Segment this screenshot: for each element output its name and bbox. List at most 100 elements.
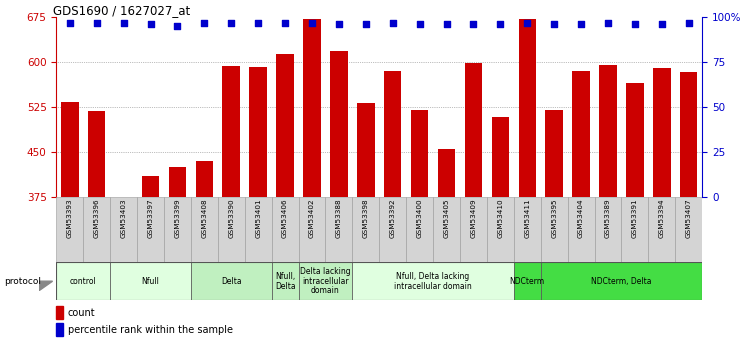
Text: Nfull: Nfull bbox=[142, 277, 159, 286]
Text: GSM53402: GSM53402 bbox=[309, 199, 315, 238]
Bar bbox=[595, 197, 622, 262]
Bar bbox=[438, 149, 455, 345]
Bar bbox=[357, 104, 375, 345]
Text: GDS1690 / 1627027_at: GDS1690 / 1627027_at bbox=[53, 4, 190, 17]
Point bbox=[118, 20, 130, 26]
Bar bbox=[675, 197, 702, 262]
Bar bbox=[622, 197, 648, 262]
Text: NDCterm, Delta: NDCterm, Delta bbox=[591, 277, 652, 286]
Bar bbox=[142, 176, 159, 345]
Text: GSM53400: GSM53400 bbox=[417, 199, 423, 238]
Text: percentile rank within the sample: percentile rank within the sample bbox=[68, 325, 233, 335]
Text: GSM53388: GSM53388 bbox=[336, 199, 342, 238]
Point bbox=[548, 22, 560, 27]
Text: GSM53401: GSM53401 bbox=[255, 199, 261, 238]
Bar bbox=[164, 197, 191, 262]
Bar bbox=[626, 83, 644, 345]
Point bbox=[225, 20, 237, 26]
Text: GSM53394: GSM53394 bbox=[659, 199, 665, 238]
Bar bbox=[195, 161, 213, 345]
Bar bbox=[680, 72, 698, 345]
Text: GSM53393: GSM53393 bbox=[67, 199, 73, 238]
Text: Nfull, Delta lacking
intracellular domain: Nfull, Delta lacking intracellular domai… bbox=[394, 272, 472, 290]
Bar bbox=[545, 110, 563, 345]
Bar bbox=[514, 262, 541, 300]
Bar bbox=[379, 197, 406, 262]
Point bbox=[575, 22, 587, 27]
Bar bbox=[433, 197, 460, 262]
Bar bbox=[568, 197, 595, 262]
Text: GSM53399: GSM53399 bbox=[174, 199, 180, 238]
Bar bbox=[648, 197, 675, 262]
Point bbox=[387, 20, 399, 26]
Point bbox=[441, 22, 453, 27]
Bar bbox=[303, 19, 321, 345]
Point bbox=[252, 20, 264, 26]
Bar bbox=[191, 197, 218, 262]
Text: GSM53397: GSM53397 bbox=[147, 199, 153, 238]
Bar bbox=[384, 71, 402, 345]
Text: Delta: Delta bbox=[221, 277, 242, 286]
Bar bbox=[299, 262, 352, 300]
Text: GSM53410: GSM53410 bbox=[497, 199, 503, 238]
Text: count: count bbox=[68, 308, 95, 317]
Bar bbox=[115, 197, 132, 345]
Bar bbox=[218, 197, 245, 262]
Bar bbox=[137, 197, 164, 262]
Bar bbox=[330, 51, 348, 345]
Text: Delta lacking
intracellular
domain: Delta lacking intracellular domain bbox=[300, 267, 351, 295]
Bar bbox=[272, 197, 299, 262]
Text: GSM53411: GSM53411 bbox=[524, 199, 530, 238]
Point bbox=[198, 20, 210, 26]
Text: GSM53392: GSM53392 bbox=[390, 199, 396, 238]
Bar bbox=[572, 71, 590, 345]
Bar bbox=[110, 197, 137, 262]
Point bbox=[683, 20, 695, 26]
Text: Nfull,
Delta: Nfull, Delta bbox=[275, 272, 295, 290]
Bar bbox=[299, 197, 325, 262]
Bar bbox=[56, 197, 83, 262]
Point bbox=[656, 22, 668, 27]
Point bbox=[602, 20, 614, 26]
Bar bbox=[411, 110, 428, 345]
Point bbox=[306, 20, 318, 26]
Bar bbox=[61, 102, 79, 345]
Bar bbox=[352, 197, 379, 262]
Bar bbox=[406, 197, 433, 262]
Point bbox=[171, 23, 183, 29]
Text: GSM53391: GSM53391 bbox=[632, 199, 638, 238]
Bar bbox=[541, 262, 702, 300]
Point bbox=[521, 20, 533, 26]
Bar bbox=[83, 197, 110, 262]
Bar bbox=[541, 197, 568, 262]
Bar bbox=[492, 117, 509, 345]
Text: GSM53389: GSM53389 bbox=[605, 199, 611, 238]
Bar bbox=[110, 262, 191, 300]
Text: GSM53395: GSM53395 bbox=[551, 199, 557, 238]
Text: GSM53407: GSM53407 bbox=[686, 199, 692, 238]
Bar bbox=[245, 197, 272, 262]
Bar bbox=[191, 262, 272, 300]
Point bbox=[360, 22, 372, 27]
Bar bbox=[325, 197, 352, 262]
Text: GSM53409: GSM53409 bbox=[470, 199, 476, 238]
Text: control: control bbox=[70, 277, 97, 286]
Bar bbox=[352, 262, 514, 300]
Polygon shape bbox=[39, 281, 53, 290]
Bar bbox=[56, 262, 110, 300]
Text: GSM53406: GSM53406 bbox=[282, 199, 288, 238]
Point bbox=[279, 20, 291, 26]
Bar bbox=[487, 197, 514, 262]
Point bbox=[494, 22, 506, 27]
Text: GSM53408: GSM53408 bbox=[201, 199, 207, 238]
Text: GSM53403: GSM53403 bbox=[121, 199, 127, 238]
Point bbox=[64, 20, 76, 26]
Bar bbox=[272, 262, 299, 300]
Bar bbox=[249, 67, 267, 345]
Point bbox=[144, 22, 156, 27]
Point bbox=[91, 20, 103, 26]
Bar bbox=[653, 68, 671, 345]
Bar bbox=[518, 19, 536, 345]
Point bbox=[333, 22, 345, 27]
Bar bbox=[56, 323, 63, 336]
